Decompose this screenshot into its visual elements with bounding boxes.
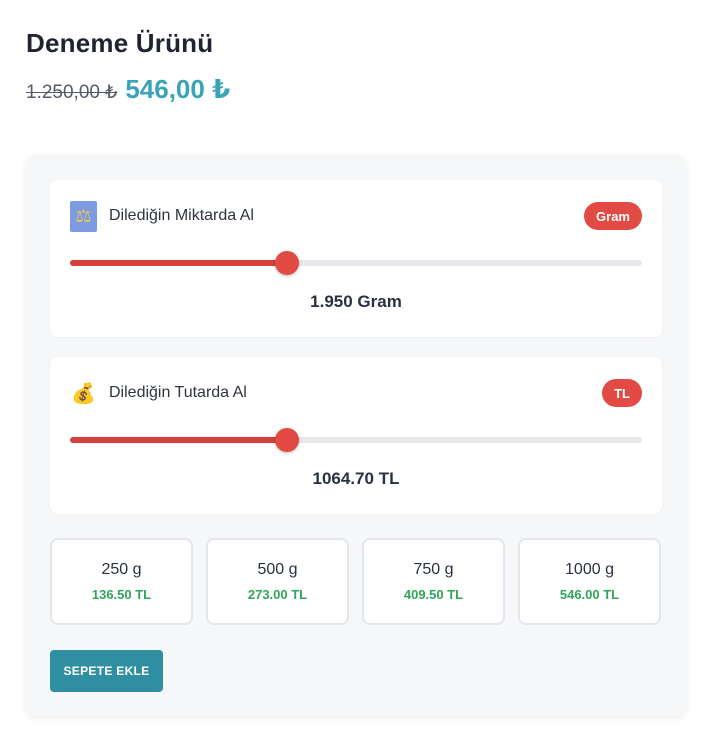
option-weight: 500 g: [257, 561, 298, 578]
amount-value: 1064.70 TL: [312, 469, 400, 488]
amount-card: 💰 Dilediğin Tutarda Al TL 1064.70 TL: [50, 357, 662, 514]
option-price: 136.50 TL: [91, 587, 152, 602]
option-750g[interactable]: 750 g 409.50 TL: [362, 538, 505, 625]
weight-slider[interactable]: [70, 251, 642, 275]
option-250g[interactable]: 250 g 136.50 TL: [50, 538, 193, 625]
weight-card-header: ⚖ Dilediğin Miktarda Al Gram: [70, 200, 642, 232]
amount-slider[interactable]: [70, 428, 642, 452]
weight-value: 1.950 Gram: [310, 292, 402, 311]
option-500g[interactable]: 500 g 273.00 TL: [206, 538, 349, 625]
weight-card-label: Dilediğin Miktarda Al: [109, 207, 254, 224]
old-price: 1.250,00 ₺: [26, 82, 118, 103]
product-title: Deneme Ürünü: [26, 28, 214, 58]
option-weight: 1000 g: [565, 561, 614, 578]
option-price: 409.50 TL: [403, 587, 464, 602]
tl-badge: TL: [602, 379, 642, 407]
quick-options: 250 g 136.50 TL 500 g 273.00 TL 750 g 40…: [50, 538, 662, 625]
balance-scale-icon: ⚖: [70, 200, 97, 232]
weight-card: ⚖ Dilediğin Miktarda Al Gram 1.950 Gram: [50, 180, 662, 337]
add-to-cart-button[interactable]: SEPETE EKLE: [50, 650, 163, 692]
price-row: 1.250,00 ₺ 546,00 ₺: [26, 74, 230, 105]
amount-card-label: Dilediğin Tutarda Al: [109, 384, 247, 401]
option-price: 546.00 TL: [559, 587, 620, 602]
amount-slider-fill: [70, 437, 288, 443]
weight-slider-thumb[interactable]: [275, 251, 300, 275]
option-price: 273.00 TL: [247, 587, 308, 602]
money-bag-icon: 💰: [71, 382, 96, 405]
gram-badge: Gram: [584, 202, 642, 230]
purchase-panel: ⚖ Dilediğin Miktarda Al Gram 1.950 Gram …: [26, 155, 686, 716]
amount-card-header: 💰 Dilediğin Tutarda Al TL: [70, 377, 642, 409]
weight-slider-fill: [70, 260, 288, 266]
option-1000g[interactable]: 1000 g 546.00 TL: [518, 538, 661, 625]
new-price: 546,00 ₺: [125, 74, 231, 104]
amount-slider-thumb[interactable]: [275, 428, 300, 452]
option-weight: 250 g: [101, 561, 142, 578]
option-weight: 750 g: [413, 561, 454, 578]
